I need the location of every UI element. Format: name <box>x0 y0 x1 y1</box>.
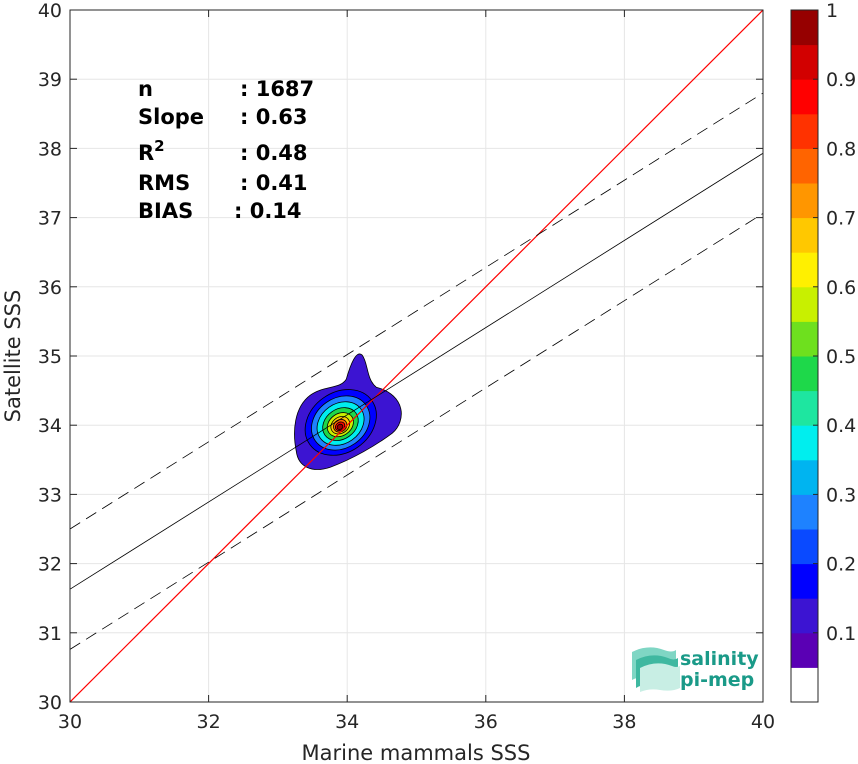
colorbar-swatch <box>791 113 818 149</box>
colorbar-tick-label: 0.6 <box>826 277 856 299</box>
colorbar-swatch <box>791 390 818 426</box>
y-tick-label: 35 <box>38 346 62 368</box>
colorbar-swatch <box>791 459 818 495</box>
y-tick-label: 34 <box>38 415 62 437</box>
colorbar-swatch <box>791 321 818 357</box>
colorbar-swatch <box>791 148 818 184</box>
x-tick-label: 36 <box>474 711 498 733</box>
stat-value: : 0.41 <box>240 171 308 195</box>
regression-upper-line <box>70 92 763 530</box>
stat-value: : 0.14 <box>234 199 302 223</box>
colorbar-tick-label: 0.2 <box>826 554 856 576</box>
colorbar-tick-label: 0.1 <box>826 623 856 645</box>
colorbar-tick-label: 0.9 <box>826 69 856 91</box>
colorbar-swatch <box>791 494 818 530</box>
colorbar-swatch <box>791 79 818 115</box>
colorbar-swatch <box>791 632 818 668</box>
y-tick-label: 30 <box>38 692 62 714</box>
stat-value: : 1687 <box>240 77 314 101</box>
colorbar-tick-label: 0.4 <box>826 415 856 437</box>
x-tick-label: 38 <box>612 711 636 733</box>
fit-lines <box>70 10 763 702</box>
colorbar-swatch <box>791 563 818 599</box>
colorbar-swatch <box>791 356 818 392</box>
x-tick-label: 40 <box>751 711 775 733</box>
x-tick-label: 32 <box>197 711 221 733</box>
colorbar-swatch <box>791 529 818 565</box>
colorbar-swatch <box>791 44 818 80</box>
stat-value: : 0.63 <box>240 105 308 129</box>
colorbar-swatch <box>791 667 818 703</box>
colorbar-swatch <box>791 10 818 46</box>
colorbar-tick-label: 0.7 <box>826 208 856 230</box>
y-tick-label: 31 <box>38 623 62 645</box>
logo-waves-icon <box>632 647 680 692</box>
identity-line <box>70 10 763 702</box>
logo-text-pimep: pi-mep <box>680 669 754 691</box>
x-axis-label: Marine mammals SSS <box>302 741 531 764</box>
density-contour-level-10 <box>336 423 344 430</box>
stat-label: n <box>138 77 153 101</box>
x-tick-label: 30 <box>58 711 82 733</box>
stat-label: BIAS <box>138 199 193 223</box>
colorbar-tick-label: 1 <box>826 0 838 22</box>
colorbar-swatch <box>791 598 818 634</box>
y-tick-label: 37 <box>38 208 62 230</box>
stat-label: RMS <box>138 171 190 195</box>
colorbar-swatch <box>791 425 818 461</box>
colorbar: 0.1 0.2 0.3 0.4 0.5 0.6 0.7 0.8 0.9 1 <box>790 0 856 703</box>
stat-label: Slope <box>138 105 204 129</box>
y-tick-label: 33 <box>38 484 62 506</box>
colorbar-swatch <box>791 183 818 219</box>
y-tick-label: 40 <box>38 0 62 22</box>
colorbar-swatch <box>791 286 818 322</box>
regression-line <box>70 152 763 590</box>
x-axis-ticks: 30 32 34 36 38 40 <box>58 10 775 733</box>
y-axis-label: Satellite SSS <box>1 290 25 423</box>
colorbar-swatch <box>791 252 818 288</box>
colorbar-swatch <box>791 217 818 253</box>
logo-text-salinity: salinity <box>680 648 759 670</box>
x-tick-label: 34 <box>335 711 359 733</box>
regression-lower-line <box>70 213 763 650</box>
colorbar-tick-label: 0.3 <box>826 484 856 506</box>
y-tick-label: 32 <box>38 554 62 576</box>
stat-value: : 0.48 <box>240 141 308 165</box>
salinity-pi-mep-logo: salinity pi-mep <box>632 647 759 692</box>
y-tick-label: 36 <box>38 277 62 299</box>
colorbar-tick-label: 0.8 <box>826 138 856 160</box>
y-axis-ticks: 30 31 32 33 34 35 36 37 38 39 40 <box>38 0 763 714</box>
y-tick-label: 38 <box>38 138 62 160</box>
y-tick-label: 39 <box>38 69 62 91</box>
grid <box>70 10 763 702</box>
colorbar-tick-label: 0.5 <box>826 346 856 368</box>
stat-label-superscript: 2 <box>154 137 164 155</box>
